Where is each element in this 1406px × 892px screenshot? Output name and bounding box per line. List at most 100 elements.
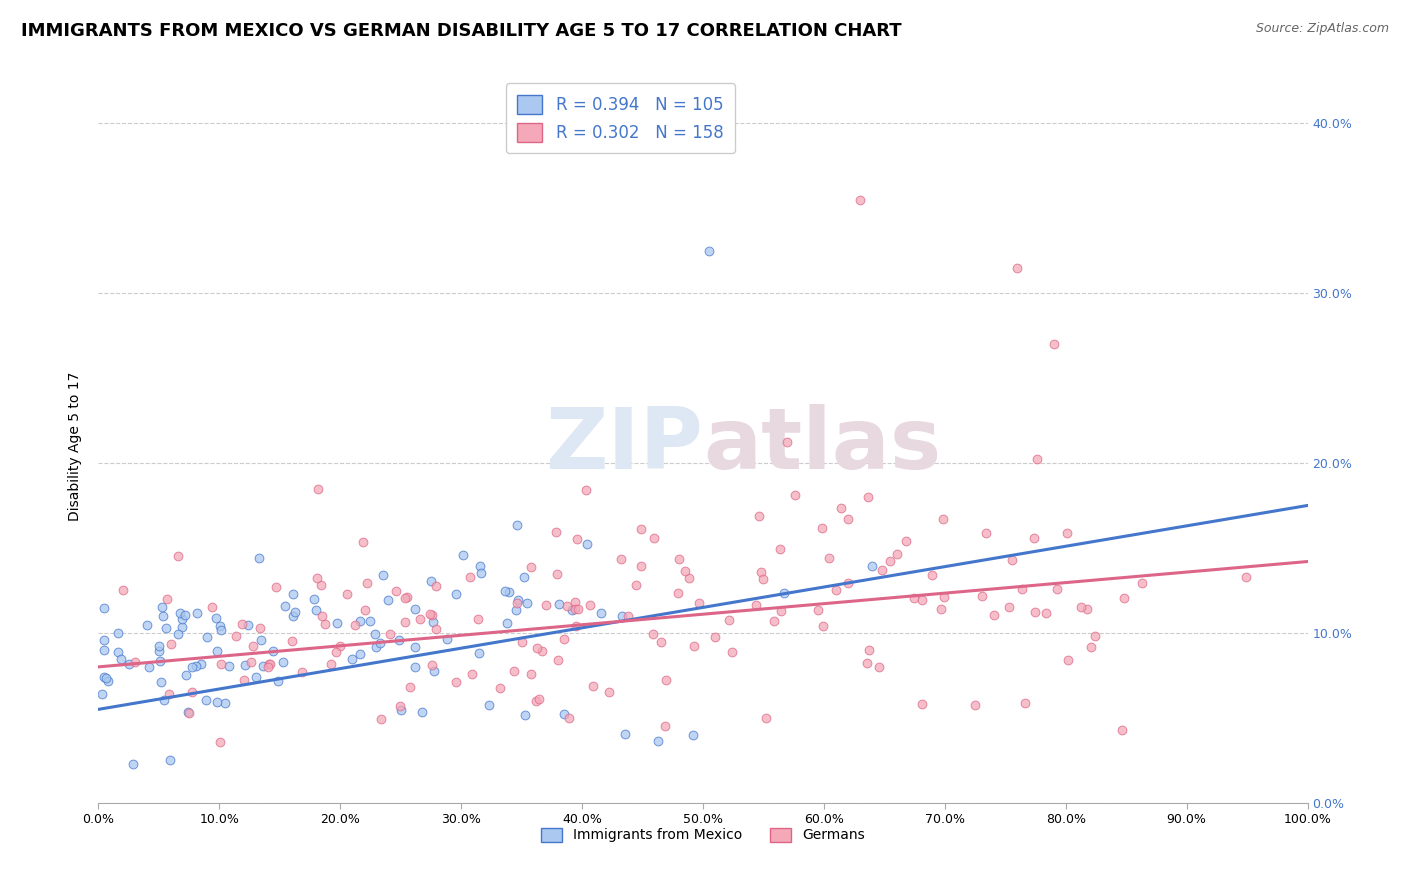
Point [769,541,792,556]
Point [159,637,181,651]
Point [856,656,879,670]
Point [354,603,377,617]
Point [307,482,329,496]
Point [364,627,387,641]
Text: ZIP: ZIP [546,404,703,488]
Point [837,576,859,591]
Point [326,616,349,631]
Point [1024,605,1046,619]
Point [558,711,581,725]
Point [283,587,305,601]
Point [394,591,416,606]
Point [560,602,582,616]
Point [1111,723,1133,738]
Point [356,575,378,590]
Point [148,644,170,658]
Point [630,522,652,536]
Point [121,757,143,772]
Point [118,657,141,671]
Point [1014,696,1036,710]
Point [510,635,533,649]
Point [214,696,236,710]
Point [564,595,586,609]
Point [262,644,284,658]
Point [404,660,426,674]
Point [377,593,399,607]
Point [110,652,132,666]
Point [617,609,640,624]
Point [124,655,146,669]
Point [387,633,409,648]
Point [264,580,287,594]
Point [359,614,381,628]
Point [858,643,880,657]
Point [419,607,441,622]
Point [156,591,179,606]
Point [250,632,273,647]
Point [349,647,371,661]
Point [1112,591,1135,606]
Point [1011,582,1033,596]
Point [598,685,620,699]
Point [1056,653,1078,667]
Point [280,634,302,648]
Point [157,687,180,701]
Point [271,655,294,669]
Point [614,727,637,741]
Point [666,586,689,600]
Point [488,681,510,696]
Point [520,560,543,574]
Text: IMMIGRANTS FROM MEXICO VS GERMAN DISABILITY AGE 5 TO 17 CORRELATION CHART: IMMIGRANTS FROM MEXICO VS GERMAN DISABIL… [21,22,901,40]
Point [380,627,402,641]
Point [149,674,172,689]
Point [461,666,484,681]
Point [307,571,329,585]
Point [495,615,517,630]
Point [409,612,432,626]
Point [96,672,118,686]
Point [718,613,741,627]
Point [404,602,426,616]
Point [252,659,274,673]
Point [886,547,908,561]
Point [879,554,901,568]
Point [186,606,208,620]
Point [420,607,443,622]
Point [650,635,672,649]
Point [1035,607,1057,621]
Point [624,578,647,592]
Point [578,599,600,613]
Point [93,642,115,657]
Point [807,602,830,616]
Point [505,602,527,616]
Point [498,584,520,599]
Point [384,583,406,598]
Point [218,659,240,673]
Point [527,691,550,706]
Point [862,559,884,574]
Point [508,593,530,607]
Point [1070,599,1092,614]
Point [444,674,467,689]
Point [575,483,598,497]
Point [506,596,529,610]
Point [460,570,482,584]
Point [290,665,312,679]
Point [526,640,548,655]
Point [152,608,174,623]
Point [135,618,157,632]
Point [149,655,172,669]
Point [208,734,231,748]
Point [93,633,115,648]
Point [152,600,174,615]
Point [366,640,388,654]
Point [153,693,176,707]
Point [1056,525,1078,540]
Point [425,579,447,593]
Point [530,644,553,658]
Point [609,552,631,566]
Point [419,574,441,589]
Point [752,572,775,586]
Point [167,549,190,564]
Point [762,615,785,629]
